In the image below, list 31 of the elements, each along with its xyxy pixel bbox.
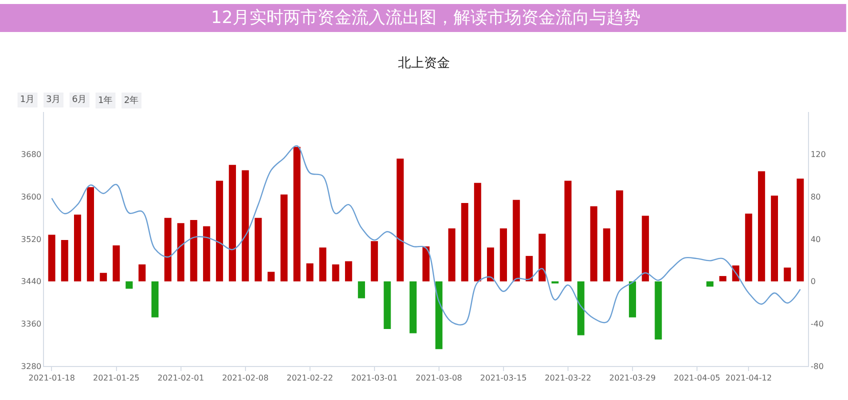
x-tick-label: 2021-04-12 — [725, 374, 772, 383]
chart-subtitle: 12月实时两市资金流入流出图，解读市场资金流向与趋势 — [211, 8, 641, 28]
y2-tick-label: 80 — [810, 192, 821, 202]
text: 3月 — [46, 95, 61, 105]
x-tick-label: 2021-03-22 — [544, 374, 592, 383]
x-tick-label: 2021-02-01 — [158, 374, 204, 383]
y2-tick-label: 120 — [810, 150, 826, 160]
y2-tick-label: 40 — [810, 234, 821, 244]
x-tick-label: 2021-01-18 — [28, 374, 75, 383]
x-tick-label: 2021-03-29 — [609, 374, 656, 383]
text: 2年 — [124, 95, 139, 106]
x-tick-label: 2021-03-08 — [416, 374, 462, 383]
x-tick-label: 2021-02-22 — [286, 374, 334, 383]
y-tick-label: 3440 — [21, 277, 42, 286]
text: 1年 — [98, 95, 113, 106]
y2-tick-label: -80 — [810, 362, 824, 371]
x-tick-label: 2021-03-15 — [480, 374, 527, 383]
y-tick-label: 3520 — [21, 234, 42, 244]
text: 6月 — [72, 95, 87, 105]
y-tick-label: 3600 — [21, 192, 42, 202]
y2-tick-label: 0 — [810, 277, 816, 286]
x-tick-label: 2021-03-01 — [351, 374, 398, 383]
chart-title: 北上资金 — [398, 56, 450, 72]
y-tick-label: 3680 — [21, 150, 42, 160]
text: 1月 — [20, 95, 35, 105]
y-tick-label: 3360 — [21, 319, 42, 328]
x-tick-label: 2021-04-05 — [674, 374, 720, 383]
y2-tick-label: -40 — [810, 319, 824, 328]
x-tick-label: 2021-01-25 — [93, 374, 140, 383]
x-tick-label: 2021-02-08 — [222, 374, 269, 383]
y-tick-label: 3280 — [21, 362, 42, 371]
